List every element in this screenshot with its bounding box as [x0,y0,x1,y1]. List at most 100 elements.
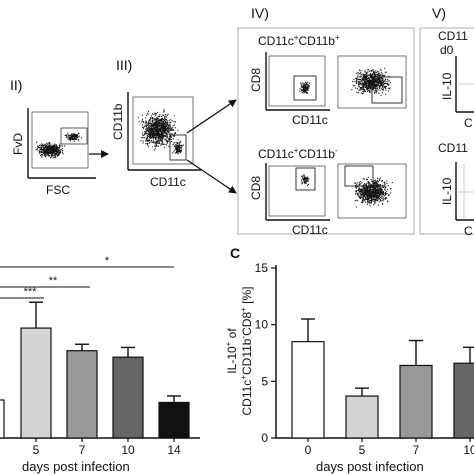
flow-event-dot [165,140,167,142]
flow-event-dot [153,127,155,129]
flow-event-dot [379,201,381,203]
flow-event-dot [162,139,164,141]
flow-event-dot [378,184,380,186]
flow-event-dot [55,147,57,149]
flow-event-dot [151,127,153,129]
flow-event-dot [368,91,370,93]
flow-event-dot [182,144,184,146]
flow-event-dot [148,127,150,130]
flow-event-dot [36,141,38,143]
panel-iv-top-right-plot-frame [337,55,407,109]
flow-event-dot [167,121,169,123]
significance-marker: *** [24,286,38,298]
flow-event-dot [301,91,303,94]
flow-event-dot [365,77,367,80]
flow-event-dot [368,70,371,72]
flow-event-dot [151,113,154,115]
flow-event-dot [177,145,179,147]
flow-event-dot [380,83,382,86]
flow-event-dot [364,77,366,79]
flow-event-dot [374,184,376,186]
flow-event-dot [382,196,384,198]
flow-event-dot [167,123,169,125]
flow-event-dot [300,179,302,181]
flow-event-dot [385,78,387,80]
flow-event-dot [307,176,309,178]
flow-event-dot [360,88,363,90]
flow-event-dot [385,185,387,187]
flow-event-dot [156,118,158,120]
flow-event-dot [363,186,366,189]
flow-event-dot [387,84,389,86]
panel-ii-y-label: FvD [11,133,25,155]
flow-event-dot [361,198,363,200]
flow-event-dot [44,144,46,147]
flow-event-dot [303,177,305,179]
flow-event-dot [305,180,307,182]
flow-event-dot [363,79,365,81]
panel-iv-top-plot-frame [268,55,326,107]
flow-event-dot [362,194,364,196]
flow-event-dot [165,138,167,140]
flow-event-dot [359,70,361,72]
flow-event-dot [78,140,80,142]
flow-event-dot [157,134,159,137]
flow-event-dot [142,121,145,123]
flow-event-dot [52,150,55,152]
flow-event-dot [181,145,183,147]
flow-event-dot [162,129,164,131]
flow-event-dot [382,199,384,201]
flow-event-dot [169,128,171,130]
flow-event-dot [51,151,53,154]
flow-event-dot [363,82,365,84]
flow-event-dot [71,138,73,140]
flow-event-dot [378,179,381,181]
flow-event-dot [163,109,165,111]
flow-event-dot [53,148,55,150]
flow-event-dot [156,116,158,118]
flow-event-dot [366,88,368,90]
flow-event-dot [364,82,366,84]
flow-event-dot [45,152,47,154]
flow-event-dot [358,89,360,92]
flow-event-dot [378,80,380,82]
flow-event-dot [375,183,377,185]
flow-event-dot [368,84,371,86]
flow-event-dot [56,155,58,157]
flow-event-dot [54,144,56,146]
flow-event-dot [377,191,379,193]
flow-event-dot [377,180,379,182]
flow-event-dot [386,190,388,192]
flow-event-dot [148,145,150,147]
flow-event-dot [366,192,368,194]
flow-event-dot [161,133,163,135]
flow-event-dot [382,78,384,80]
flow-event-dot [360,84,362,86]
flow-event-dot [373,191,375,193]
flow-event-dot [303,181,305,183]
flow-event-dot [47,149,49,152]
flow-event-dot [145,121,147,123]
chart-c-y-ticks: 0 5 10 15 [255,261,276,445]
flow-event-dot [370,194,373,196]
flow-event-dot [149,123,151,125]
flow-event-dot [149,118,151,120]
flow-event-dot [70,134,72,136]
panel-iii: III) CD11b CD11c [111,57,237,194]
flow-event-dot [49,148,52,150]
flow-event-dot [162,128,164,130]
flow-event-dot [362,83,364,85]
flow-event-dot [378,194,380,196]
y-tick-label: 10 [255,318,269,332]
flow-event-dot [166,114,168,116]
flow-event-dot [153,135,155,138]
flow-event-dot [384,67,386,69]
flow-event-dot [375,70,377,72]
flow-event-dot [66,134,68,136]
flow-event-dot [150,115,153,117]
flow-event-dot [359,181,361,183]
flow-event-dot [156,123,158,125]
flow-event-dot [151,125,153,127]
flow-event-dot [154,126,157,128]
flow-event-dot [76,136,78,138]
